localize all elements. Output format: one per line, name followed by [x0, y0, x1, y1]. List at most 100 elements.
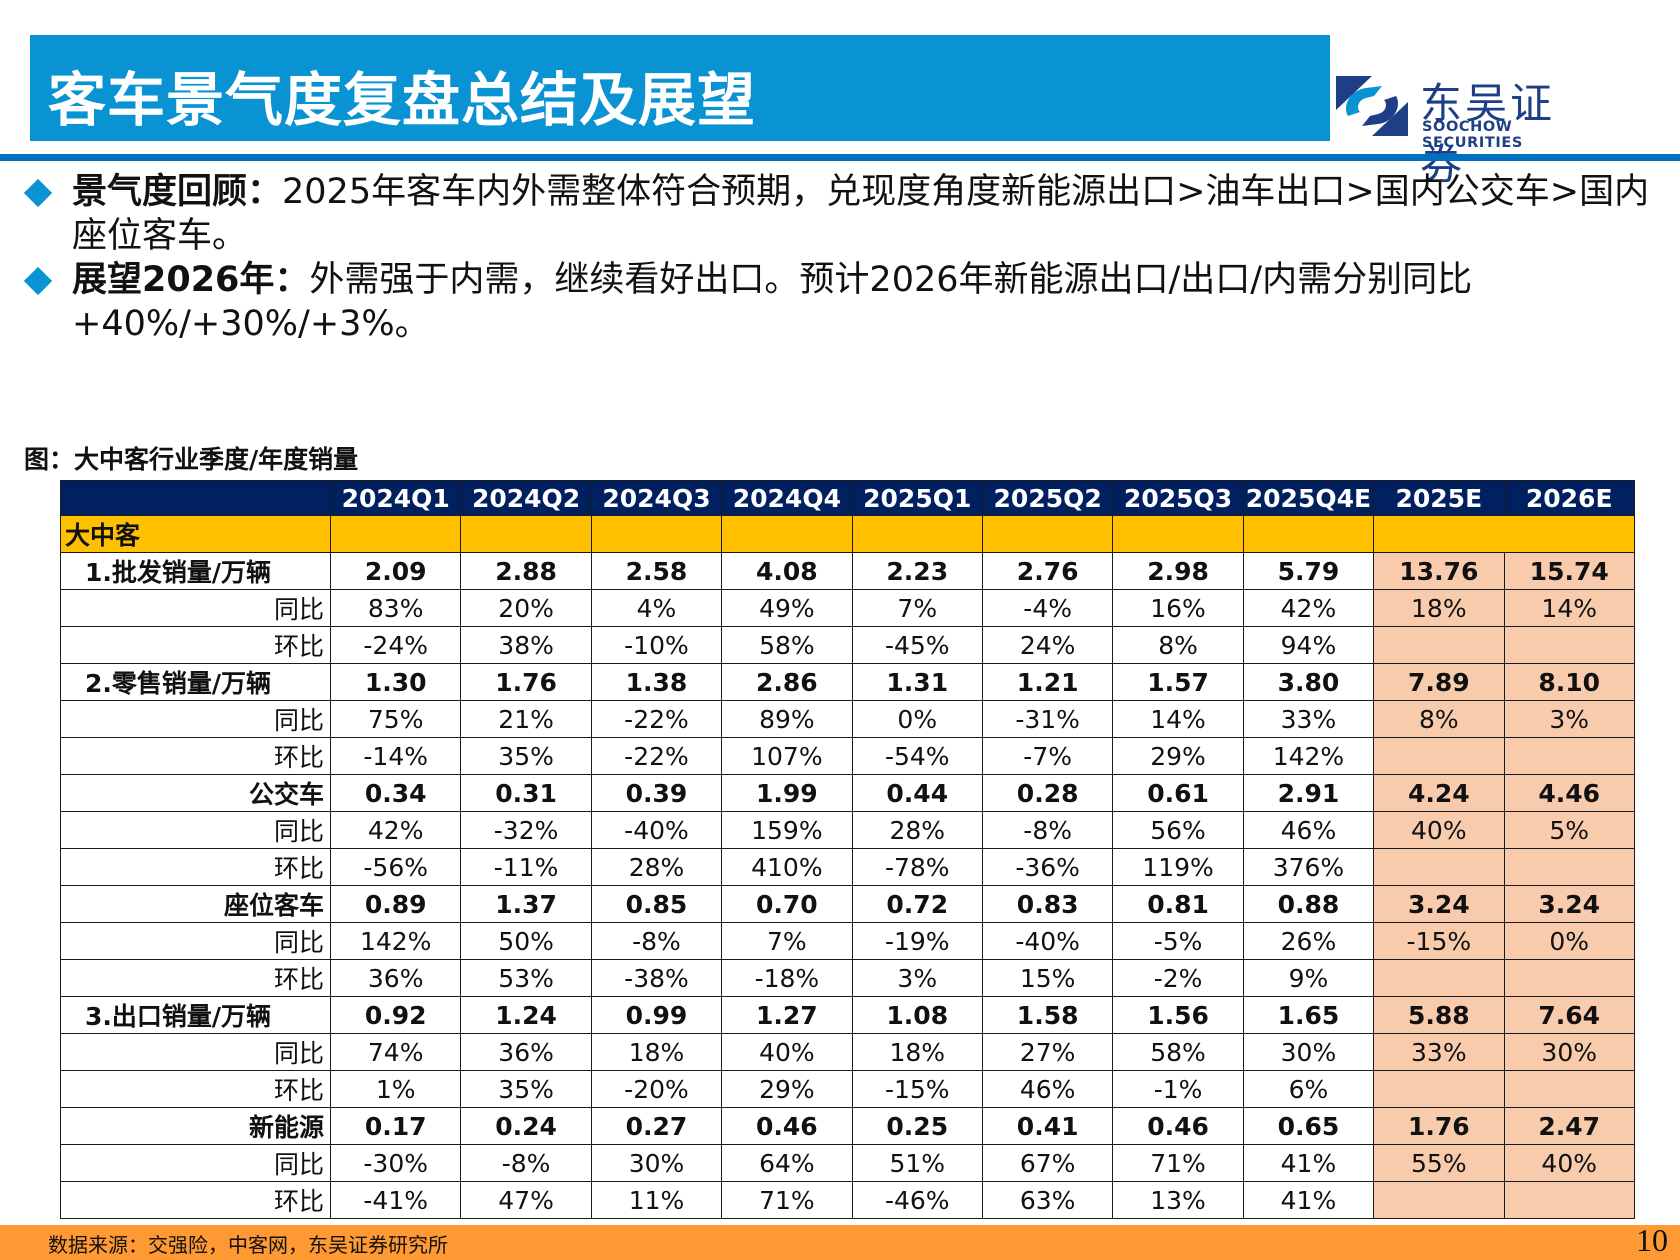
value-cell: -30%: [329, 1144, 462, 1182]
value-cell: 0.46: [1112, 1107, 1244, 1145]
table-row: 2.零售销量/万辆 1.30 1.76 1.38 2.86 1.31 1.21 1.57 3.8…: [60, 663, 1635, 701]
bullet-text: 外需强于内需，继续看好出口。预计2026年新能源出口/出口/内需分别同比+40%…: [72, 260, 1473, 344]
value-cell: 47%: [460, 1181, 592, 1219]
company-logo: 东吴证券 SOOCHOW SECURITIES: [1336, 74, 1596, 189]
value-cell: -2%: [1112, 959, 1244, 997]
estimate-cell: 30%: [1503, 1033, 1635, 1071]
value-cell: 41%: [1242, 1181, 1375, 1219]
value-cell: 0.92: [329, 996, 462, 1034]
value-cell: 35%: [460, 737, 592, 775]
table-row: 同比 83% 20% 4% 49% 7% -4% 16% 42% 18% 14%: [60, 589, 1635, 627]
value-cell: -22%: [590, 737, 723, 775]
estimate-cell: -15%: [1373, 922, 1505, 960]
estimate-cell: 4.24: [1373, 774, 1505, 812]
value-cell: -7%: [981, 737, 1114, 775]
value-cell: 0.88: [1242, 885, 1375, 923]
value-cell: 0.65: [1242, 1107, 1375, 1145]
value-cell: -41%: [329, 1181, 462, 1219]
value-cell: 0.46: [721, 1107, 853, 1145]
estimate-cell: 4.46: [1503, 774, 1635, 812]
estimate-cell: 14%: [1503, 589, 1635, 627]
row-label: 环比: [60, 848, 331, 886]
estimate-cell: 3.24: [1503, 885, 1635, 923]
estimate-cell: [1373, 848, 1505, 886]
group-label: 大中客: [60, 515, 331, 553]
column-header: 2025Q3: [1112, 480, 1244, 516]
value-cell: 0.61: [1112, 774, 1244, 812]
value-cell: -24%: [329, 626, 462, 664]
value-cell: -14%: [329, 737, 462, 775]
value-cell: 94%: [1242, 626, 1375, 664]
estimate-cell: 40%: [1373, 811, 1505, 849]
estimate-cell: 7.64: [1503, 996, 1635, 1034]
value-cell: 0.39: [590, 774, 723, 812]
estimate-cell: [1503, 959, 1635, 997]
column-header: 2024Q4: [721, 480, 853, 516]
value-cell: 16%: [1112, 589, 1244, 627]
value-cell: 107%: [721, 737, 853, 775]
value-cell: 21%: [460, 700, 592, 738]
value-cell: 71%: [721, 1181, 853, 1219]
row-label: 同比: [60, 589, 331, 627]
row-label: 座位客车: [60, 885, 331, 923]
value-cell: 1.31: [851, 663, 983, 701]
estimate-cell: [1503, 848, 1635, 886]
value-cell: 89%: [721, 700, 853, 738]
data-source: 数据来源：交强险，中客网，东吴证券研究所: [48, 1233, 448, 1257]
estimate-cell: [1373, 737, 1505, 775]
value-cell: 1.99: [721, 774, 853, 812]
column-header: 2026E: [1503, 480, 1635, 516]
value-cell: 0.83: [981, 885, 1114, 923]
value-cell: 410%: [721, 848, 853, 886]
value-cell: 33%: [1242, 700, 1375, 738]
estimate-cell: 0%: [1503, 922, 1635, 960]
value-cell: 159%: [721, 811, 853, 849]
value-cell: 0%: [851, 700, 983, 738]
value-cell: 18%: [590, 1033, 723, 1071]
value-cell: 4.08: [721, 552, 853, 590]
estimate-cell: 15.74: [1503, 552, 1635, 590]
value-cell: 2.58: [590, 552, 723, 590]
value-cell: 2.09: [329, 552, 462, 590]
value-cell: 0.81: [1112, 885, 1244, 923]
column-header: 2024Q1: [329, 480, 462, 516]
value-cell: 40%: [721, 1033, 853, 1071]
value-cell: -18%: [721, 959, 853, 997]
value-cell: 42%: [329, 811, 462, 849]
value-cell: -78%: [851, 848, 983, 886]
value-cell: 1.21: [981, 663, 1114, 701]
value-cell: 29%: [1112, 737, 1244, 775]
sales-table: 2024Q1 2024Q2 2024Q3 2024Q4 2025Q1 2025Q2 2025…: [60, 480, 1635, 1219]
value-cell: 24%: [981, 626, 1114, 664]
table-row: 环比 -41% 47% 11% 71% -46% 63% 13% 41%: [60, 1181, 1635, 1219]
bullet-review: 景气度回顾：2025年客车内外需整体符合预期，兑现度角度新能源出口>油车出口>国…: [22, 170, 1662, 258]
value-cell: -22%: [590, 700, 723, 738]
value-cell: -32%: [460, 811, 592, 849]
table-row: 公交车 0.34 0.31 0.39 1.99 0.44 0.28 0.61 2.91 4.24 4…: [60, 774, 1635, 812]
value-cell: 1.65: [1242, 996, 1375, 1034]
value-cell: 49%: [721, 589, 853, 627]
value-cell: 0.89: [329, 885, 462, 923]
summary-bullets: 景气度回顾：2025年客车内外需整体符合预期，兑现度角度新能源出口>油车出口>国…: [22, 170, 1662, 346]
table-row: 同比 -30% -8% 30% 64% 51% 67% 71% 41% 55% 40%: [60, 1144, 1635, 1182]
bullet-text: 2025年客车内外需整体符合预期，兑现度角度新能源出口>油车出口>国内公交车>国…: [72, 172, 1650, 256]
estimate-cell: 2.47: [1503, 1107, 1635, 1145]
value-cell: 142%: [1242, 737, 1375, 775]
value-cell: 58%: [1112, 1033, 1244, 1071]
value-cell: 9%: [1242, 959, 1375, 997]
value-cell: 1.58: [981, 996, 1114, 1034]
row-label: 同比: [60, 700, 331, 738]
value-cell: -46%: [851, 1181, 983, 1219]
value-cell: 74%: [329, 1033, 462, 1071]
value-cell: -40%: [590, 811, 723, 849]
value-cell: 46%: [981, 1070, 1114, 1108]
value-cell: 36%: [460, 1033, 592, 1071]
value-cell: 3.80: [1242, 663, 1375, 701]
column-header: 2025E: [1373, 480, 1505, 516]
value-cell: 7%: [851, 589, 983, 627]
value-cell: 2.88: [460, 552, 592, 590]
table-row: 环比 -24% 38% -10% 58% -45% 24% 8% 94%: [60, 626, 1635, 664]
group-cell: [1242, 515, 1375, 553]
logo-name-cn: 东吴证券: [1420, 79, 1556, 189]
estimate-cell: [1373, 1070, 1505, 1108]
